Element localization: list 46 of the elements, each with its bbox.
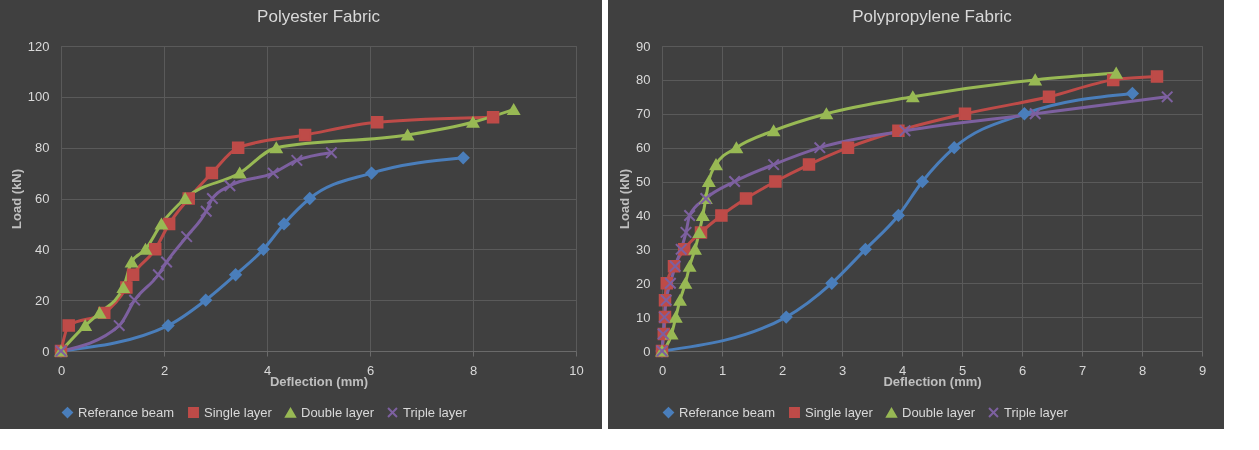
chart-title: Polypropylene Fabric [852, 7, 1013, 26]
y-tick-label: 50 [636, 174, 651, 190]
x-tick-label: 9 [1198, 362, 1207, 378]
x-tick-label: 2 [160, 362, 169, 378]
y-axis-title: Load (kN) [8, 169, 24, 229]
legend-label: Double layer [902, 404, 976, 420]
x-tick-label: 0 [658, 362, 667, 378]
y-axis-title: Load (kN) [617, 169, 633, 229]
x-tick-label: 4 [263, 362, 272, 378]
y-tick-label: 120 [27, 38, 50, 54]
legend-label: Triple layer [403, 404, 468, 420]
x-tick-label: 2 [778, 362, 787, 378]
legend-label: Single layer [204, 404, 273, 420]
y-tick-label: 40 [35, 241, 50, 257]
y-tick-label: 30 [636, 241, 651, 257]
chart-title: Polyester Fabric [257, 7, 381, 26]
y-tick-label: 0 [643, 343, 651, 359]
y-tick-label: 20 [636, 275, 651, 291]
y-tick-label: 60 [35, 191, 50, 206]
x-tick-label: 1 [718, 362, 727, 378]
x-tick-label: 4 [898, 362, 907, 378]
y-tick-label: 20 [35, 292, 50, 308]
y-tick-label: 80 [35, 140, 50, 156]
x-axis-title: Deflection (mm) [269, 373, 369, 389]
x-tick-label: 6 [1018, 362, 1027, 378]
legend-label: Double layer [301, 404, 375, 420]
legend-label: Triple layer [1004, 404, 1069, 420]
y-tick-label: 90 [636, 38, 651, 54]
legend-label: Referance beam [78, 404, 175, 420]
x-tick-label: 5 [958, 362, 967, 378]
y-tick-label: 10 [636, 309, 651, 325]
y-tick-label: 100 [27, 89, 50, 105]
x-tick-label: 7 [1078, 362, 1087, 378]
y-tick-label: 40 [636, 207, 651, 223]
legend-label: Referance beam [679, 404, 776, 420]
y-tick-label: 60 [636, 140, 651, 156]
y-tick-label: 0 [42, 343, 50, 359]
x-tick-label: 8 [1138, 362, 1147, 378]
x-tick-label: 10 [569, 362, 584, 378]
x-tick-label: 6 [366, 362, 375, 378]
y-tick-label: 80 [636, 72, 651, 88]
x-tick-label: 0 [57, 362, 66, 378]
legend-label: Single layer [805, 404, 874, 420]
x-tick-label: 3 [838, 362, 847, 378]
y-tick-label: 70 [636, 106, 651, 122]
x-tick-label: 8 [469, 362, 478, 378]
